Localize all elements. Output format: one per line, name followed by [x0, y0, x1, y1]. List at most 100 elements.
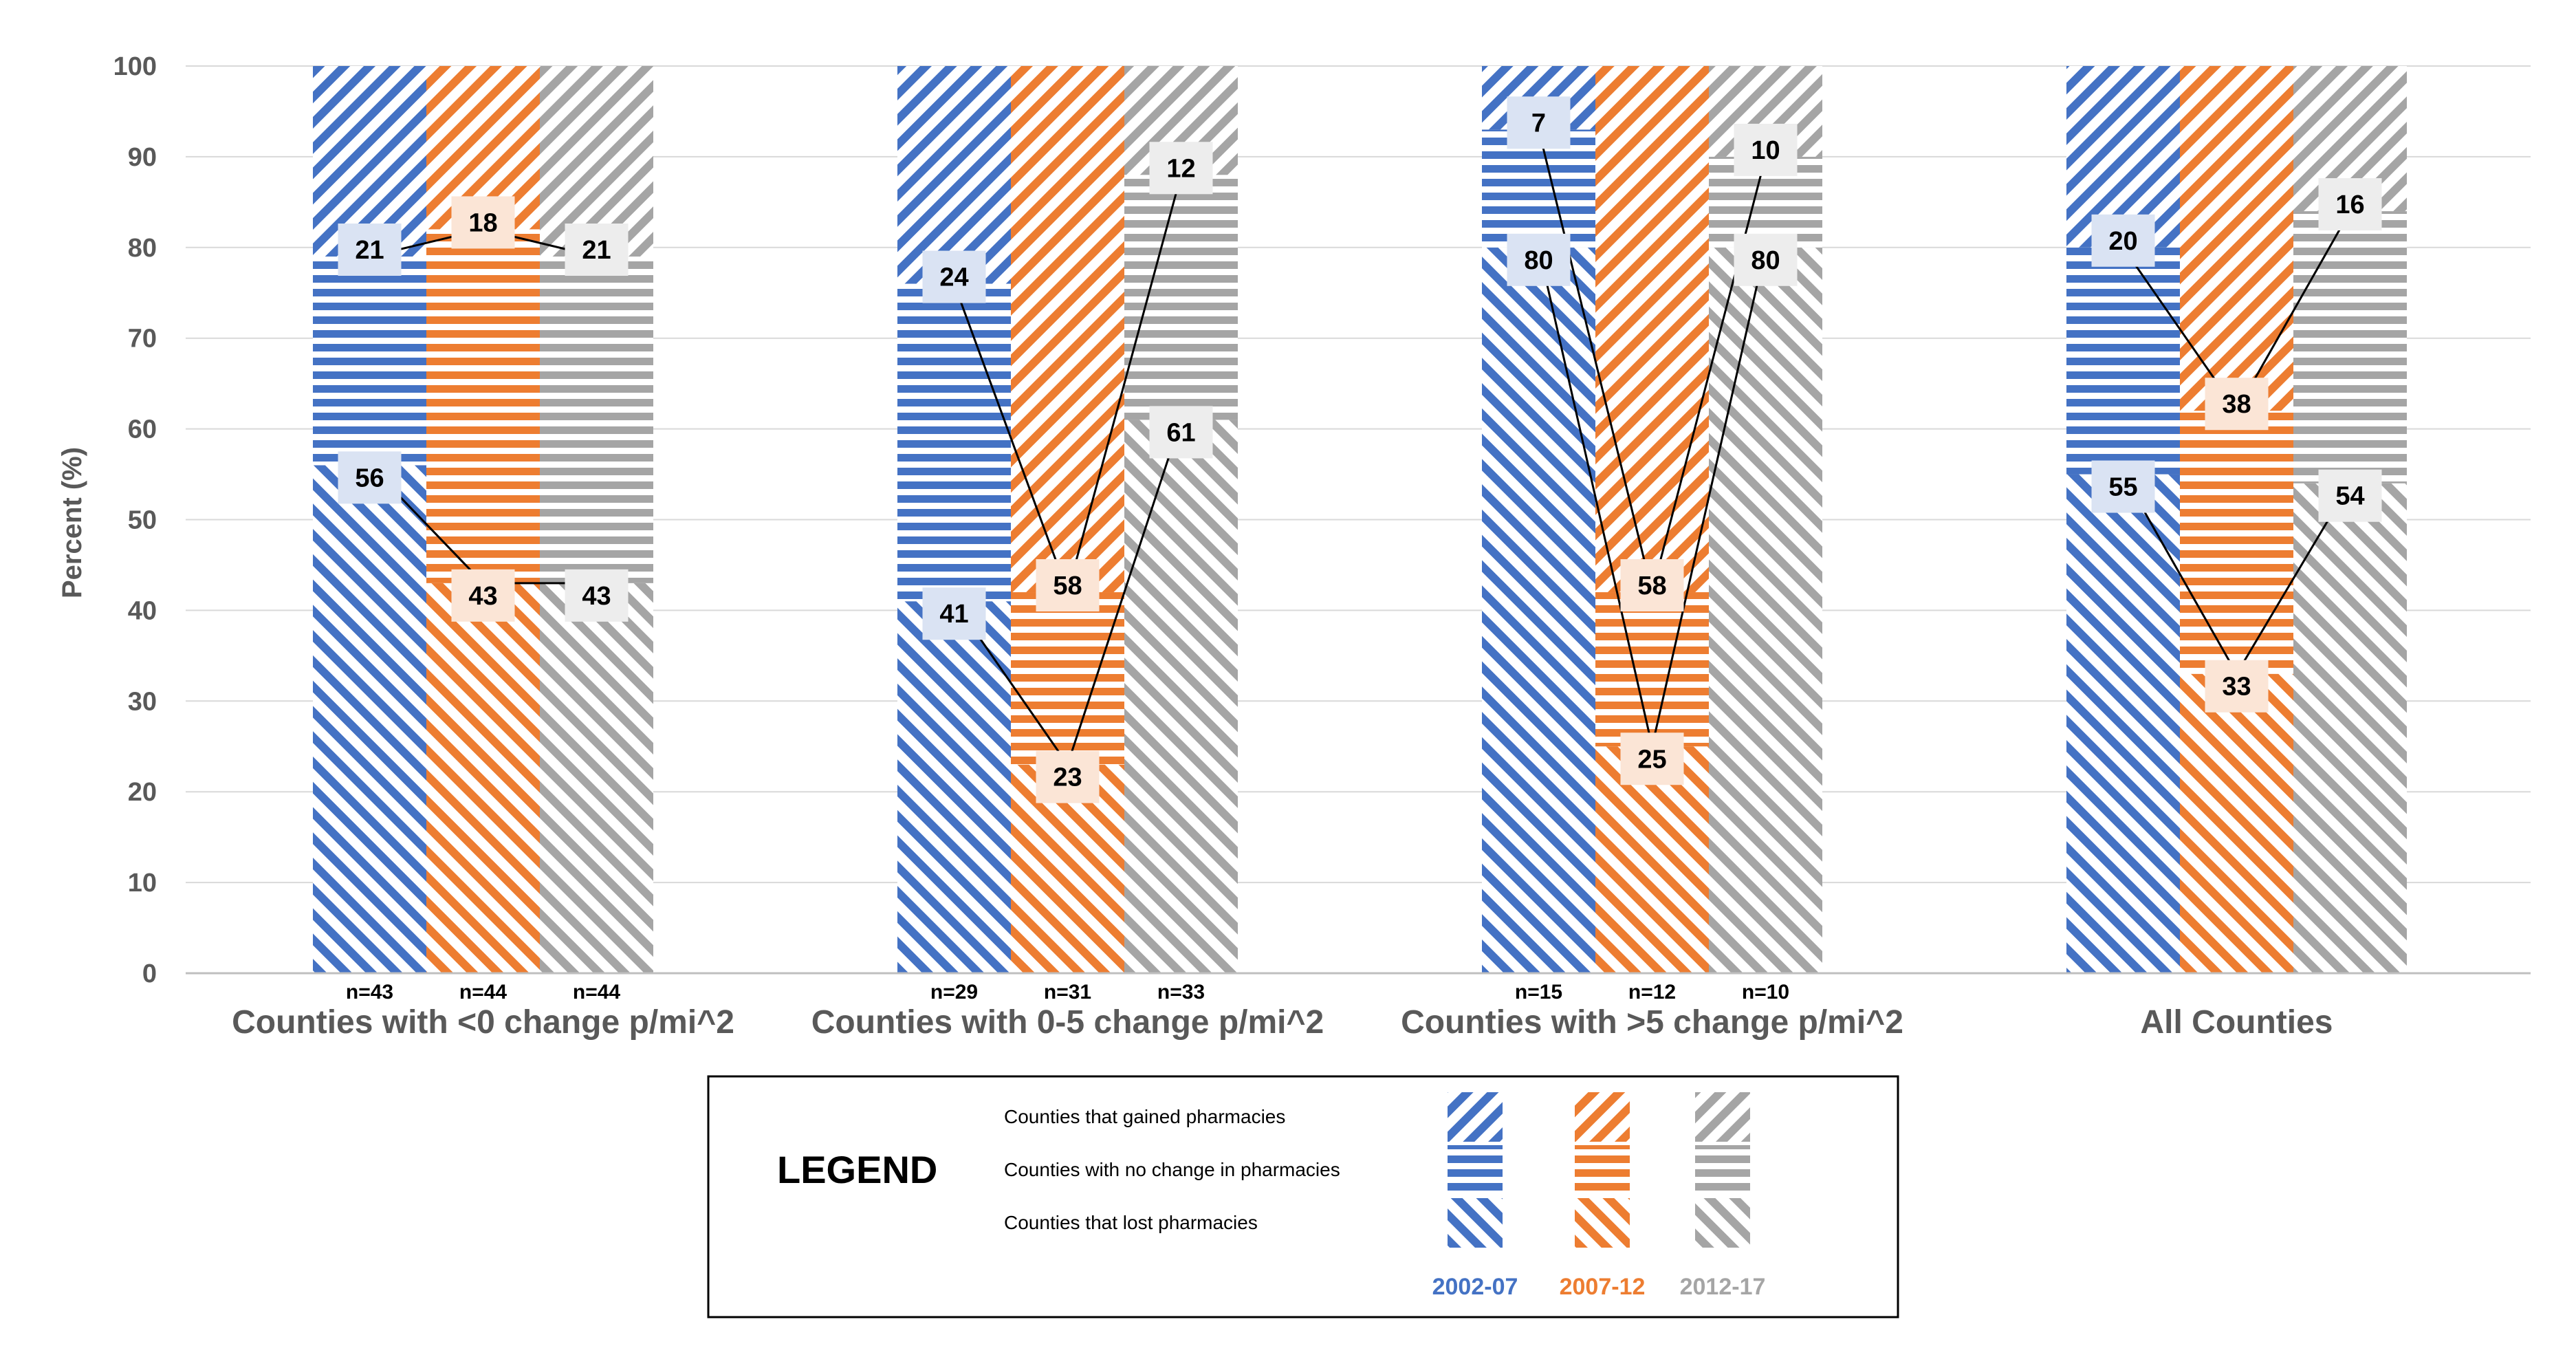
data-label-lost-group3-2007-12: 25 [1620, 732, 1684, 785]
data-label-lost-group3-2002-07-box [1507, 233, 1571, 286]
data-label-gained-group2-2007-12-box [1036, 559, 1100, 612]
n-label-group3-2007-12: n=12 [1628, 981, 1676, 1003]
data-label-gained-group1-2007-12: 18 [451, 196, 515, 249]
legend-swatch-nochange-2007-12 [1575, 1145, 1630, 1195]
bar-segment-lost-group1-2007-12 [426, 583, 540, 973]
data-label-gained-group1-2012-17-box [565, 223, 629, 276]
n-label-group1-2002-07: n=43 [346, 981, 393, 1003]
data-label-gained-group1-2002-07: 21 [338, 223, 402, 276]
bars [313, 66, 2407, 973]
n-label-group3-2002-07: n=15 [1515, 981, 1562, 1003]
data-label-gained-group3-2007-12: 58 [1620, 559, 1684, 612]
bar-segment-lost-group4-2002-07 [2066, 474, 2180, 973]
data-label-lost-group4-2002-07: 55 [2091, 460, 2155, 513]
data-label-lost-group1-2002-07: 56 [338, 451, 402, 504]
data-label-gained-group3-2012-17: 10 [1734, 123, 1798, 176]
y-tick-label-50: 50 [128, 506, 157, 535]
bar-segment-gained-group2-2002-07 [897, 66, 1011, 284]
bar-segment-lost-group3-2002-07 [1482, 247, 1595, 973]
bar-segment-nochange-group1-2012-17 [540, 256, 653, 583]
data-label-lost-group3-2012-17-box [1734, 233, 1798, 286]
data-label-lost-group1-2002-07-text: 56 [355, 464, 384, 492]
data-label-lost-group3-2012-17-text: 80 [1751, 246, 1780, 275]
x-axis-category-label-4: All Counties [2140, 1004, 2333, 1041]
data-label-gained-group1-2007-12-box [451, 196, 515, 249]
data-label-lost-group3-2002-07-text: 80 [1524, 246, 1553, 275]
data-label-lost-group2-2007-12: 23 [1036, 750, 1100, 803]
data-label-lost-group4-2012-17-box [2318, 469, 2382, 522]
legend-swatch-nochange-2012-17 [1695, 1145, 1750, 1195]
data-label-lost-group2-2002-07-box [922, 587, 986, 640]
bar-segment-lost-group4-2012-17 [2293, 483, 2407, 973]
data-label-gained-group1-2012-17: 21 [565, 223, 629, 276]
data-label-lost-group1-2002-07-box [338, 451, 402, 504]
n-label-group2-2002-07: n=29 [930, 981, 978, 1003]
y-tick-label-70: 70 [128, 325, 157, 354]
data-label-lost-group4-2012-17: 54 [2318, 469, 2382, 522]
trend-lines [369, 129, 2351, 767]
legend-swatch-gained-2012-17 [1695, 1092, 1750, 1142]
legend-year-2002-07: 2002-07 [1432, 1274, 1518, 1300]
data-label-gained-group4-2007-12-box [2205, 378, 2269, 431]
bar-segment-gained-group3-2007-12 [1595, 66, 1709, 593]
data-label-lost-group2-2007-12-box [1036, 750, 1100, 803]
data-label-gained-group2-2007-12: 58 [1036, 559, 1100, 612]
legend-year-2007-12: 2007-12 [1560, 1274, 1646, 1300]
n-label-group3-2012-17: n=10 [1742, 981, 1789, 1003]
bar-segment-nochange-group1-2002-07 [313, 256, 426, 466]
bar-segment-nochange-group4-2007-12 [2180, 411, 2293, 674]
data-label-lost-group2-2012-17-text: 61 [1166, 418, 1195, 447]
y-axis-ticks: 0 10 20 30 40 50 60 70 80 90 100 [113, 52, 157, 988]
bar-segment-lost-group3-2012-17 [1709, 247, 1822, 973]
data-label-gained-group2-2002-07: 24 [922, 250, 986, 303]
y-tick-label-90: 90 [128, 143, 157, 172]
data-label-lost-group1-2012-17-text: 43 [582, 582, 611, 611]
bar-segment-lost-group2-2012-17 [1124, 420, 1238, 973]
legend: LEGEND Counties that gained pharmacies C… [707, 1075, 1899, 1318]
n-labels: n=43 n=44 n=44 n=29 n=31 n=33 n=15 n=12 n=10 [346, 981, 1789, 1003]
data-label-gained-group1-2007-12-text: 18 [468, 208, 497, 237]
x-axis-category-label-3: Counties with >5 change p/mi^2 [1401, 1004, 1903, 1041]
data-label-gained-group4-2007-12: 38 [2205, 378, 2269, 431]
legend-swatch-lost-2002-07 [1448, 1198, 1503, 1248]
data-label-lost-group4-2007-12-text: 33 [2222, 673, 2251, 702]
data-label-gained-group2-2012-17-box [1149, 142, 1213, 195]
y-tick-label-60: 60 [128, 415, 157, 444]
data-label-lost-group2-2012-17: 61 [1149, 406, 1213, 459]
n-label-group1-2007-12: n=44 [459, 981, 507, 1003]
data-label-lost-group1-2007-12-text: 43 [468, 582, 497, 611]
data-label-gained-group4-2002-07: 20 [2091, 214, 2155, 267]
data-label-gained-group1-2012-17-text: 21 [582, 236, 611, 265]
data-label-lost-group1-2012-17: 43 [565, 569, 629, 622]
data-label-lost-group4-2007-12: 33 [2205, 660, 2269, 713]
y-tick-label-100: 100 [113, 52, 157, 81]
bar-segment-nochange-group2-2012-17 [1124, 175, 1238, 420]
data-label-lost-group2-2012-17-box [1149, 406, 1213, 459]
y-tick-label-0: 0 [142, 959, 157, 988]
data-label-gained-group1-2002-07-text: 21 [355, 236, 384, 265]
bar-segment-lost-group1-2002-07 [313, 465, 426, 973]
legend-item-gained: Counties that gained pharmacies [1004, 1106, 1285, 1127]
y-tick-label-20: 20 [128, 778, 157, 807]
legend-swatch-lost-2012-17 [1695, 1198, 1750, 1248]
legend-swatch-gained-2007-12 [1575, 1092, 1630, 1142]
data-label-gained-group2-2012-17: 12 [1149, 142, 1213, 195]
bar-segment-lost-group1-2012-17 [540, 583, 653, 973]
bar-segment-nochange-group2-2007-12 [1011, 592, 1124, 765]
data-label-lost-group3-2002-07: 80 [1507, 233, 1571, 286]
bar-segment-lost-group2-2002-07 [897, 601, 1011, 973]
data-label-lost-group4-2002-07-box [2091, 460, 2155, 513]
data-label-lost-group2-2002-07-text: 41 [939, 600, 968, 629]
data-label-gained-group2-2002-07-box [922, 250, 986, 303]
legend-title: LEGEND [777, 1148, 937, 1191]
data-label-gained-group2-2007-12-text: 58 [1053, 572, 1082, 600]
legend-year-2012-17: 2012-17 [1680, 1274, 1766, 1300]
n-label-group1-2012-17: n=44 [573, 981, 621, 1003]
bar-segment-gained-group2-2007-12 [1011, 66, 1124, 593]
bar-segment-nochange-group1-2007-12 [426, 229, 540, 583]
n-label-group2-2007-12: n=31 [1044, 981, 1091, 1003]
data-label-lost-group3-2007-12-text: 25 [1637, 745, 1666, 774]
bar-segment-gained-group4-2007-12 [2180, 66, 2293, 411]
